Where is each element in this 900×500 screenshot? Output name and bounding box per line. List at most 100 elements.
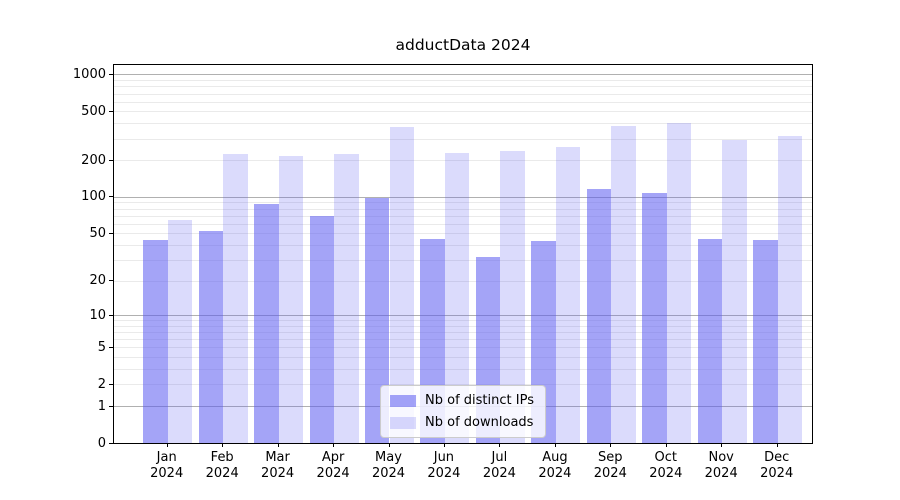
- bar-ips-oct-2024: [642, 192, 667, 443]
- minor-gridline-5: [114, 347, 812, 349]
- minor-gridline-4: [114, 357, 812, 359]
- bar-ips-mar-2024: [254, 204, 279, 443]
- minor-gridline-70: [114, 215, 812, 217]
- y-tick-label-100: 100: [81, 189, 106, 205]
- minor-gridline-300: [114, 138, 812, 140]
- bar-ips-nov-2024: [697, 238, 723, 443]
- y-tick-5: [109, 346, 113, 348]
- x-tick-11: [721, 443, 723, 447]
- y-tick-0: [109, 442, 113, 444]
- x-tick-8: [554, 443, 556, 447]
- x-tick-7: [499, 443, 501, 447]
- x-tick-label-1: Jan 2024: [150, 450, 184, 481]
- x-tick-5: [388, 443, 390, 447]
- bar-ips-sep-2024: [586, 189, 612, 443]
- minor-gridline-800: [114, 86, 812, 88]
- bar-downloads-nov-2024: [722, 139, 747, 443]
- x-tick-3: [277, 443, 279, 447]
- y-tick-500: [109, 110, 113, 112]
- minor-gridline-500: [114, 111, 812, 113]
- legend: Nb of distinct IPs Nb of downloads: [380, 385, 546, 438]
- y-tick-label-5: 5: [97, 339, 106, 355]
- minor-gridline-90: [114, 202, 812, 204]
- minor-gridline-400: [114, 123, 812, 125]
- y-tick-50: [109, 232, 113, 234]
- bar-downloads-sep-2024: [611, 126, 636, 443]
- x-tick-label-4: Apr 2024: [316, 450, 350, 481]
- bar-downloads-feb-2024: [223, 153, 248, 443]
- legend-label-downloads: Nb of downloads: [425, 415, 534, 430]
- y-tick-200: [109, 159, 113, 161]
- x-tick-10: [665, 443, 667, 447]
- chart-title: adductData 2024: [395, 36, 531, 54]
- minor-gridline-30: [114, 259, 812, 261]
- x-tick-label-12: Dec 2024: [760, 450, 794, 481]
- y-tick-label-10: 10: [89, 307, 106, 323]
- y-tick-20: [109, 280, 113, 282]
- minor-gridline-80: [114, 208, 812, 210]
- major-gridline-100: [114, 196, 812, 198]
- bar-ips-dec-2024: [753, 239, 778, 443]
- minor-gridline-3: [114, 369, 812, 370]
- y-tick-10: [109, 314, 113, 316]
- y-tick-label-0: 0: [97, 435, 106, 451]
- minor-gridline-2: [114, 384, 812, 386]
- y-tick-1000: [109, 73, 113, 75]
- x-tick-6: [443, 443, 445, 447]
- legend-item-downloads: Nb of downloads: [390, 415, 534, 430]
- y-tick-100: [109, 196, 113, 198]
- minor-gridline-9: [114, 320, 812, 322]
- minor-gridline-600: [114, 101, 812, 103]
- x-tick-label-8: Aug 2024: [538, 450, 572, 481]
- legend-swatch-downloads: [390, 416, 417, 429]
- x-tick-label-2: Feb 2024: [205, 450, 239, 481]
- x-tick-label-5: May 2024: [371, 450, 406, 481]
- bar-downloads-aug-2024: [555, 146, 581, 443]
- bar-downloads-mar-2024: [278, 155, 304, 443]
- minor-gridline-60: [114, 223, 812, 225]
- x-tick-9: [610, 443, 612, 447]
- minor-gridline-8: [114, 325, 812, 327]
- legend-label-ips: Nb of distinct IPs: [425, 393, 534, 408]
- major-gridline-10: [114, 315, 812, 317]
- bar-ips-apr-2024: [309, 215, 335, 443]
- minor-gridline-900: [114, 80, 812, 82]
- y-tick-label-200: 200: [81, 152, 106, 168]
- y-tick-label-20: 20: [89, 273, 106, 289]
- bar-ips-feb-2024: [198, 231, 224, 443]
- minor-gridline-40: [114, 244, 812, 246]
- y-tick-label-2: 2: [97, 376, 106, 392]
- y-tick-label-1000: 1000: [72, 66, 106, 82]
- y-tick-2: [109, 383, 113, 385]
- x-tick-label-9: Sep 2024: [593, 450, 627, 481]
- major-gridline-1000: [114, 74, 812, 76]
- minor-gridline-7: [114, 332, 812, 334]
- x-tick-label-10: Oct 2024: [649, 450, 683, 481]
- x-tick-label-11: Nov 2024: [704, 450, 738, 481]
- x-tick-label-6: Jun 2024: [427, 450, 461, 481]
- minor-gridline-200: [114, 160, 812, 162]
- y-tick-label-50: 50: [89, 225, 106, 241]
- bar-downloads-apr-2024: [334, 153, 359, 443]
- y-tick-label-500: 500: [81, 103, 106, 119]
- bar-downloads-oct-2024: [666, 123, 692, 443]
- plot-area: Nb of distinct IPs Nb of downloads 0 1 2 5 1…: [73, 64, 813, 481]
- minor-gridline-20: [114, 280, 812, 282]
- x-tick-12: [776, 443, 778, 447]
- bar-downloads-dec-2024: [777, 135, 803, 443]
- x-tick-2: [222, 443, 224, 447]
- bar-downloads-jan-2024: [167, 220, 193, 443]
- y-tick-label-1: 1: [97, 398, 106, 414]
- legend-swatch-ips: [390, 394, 417, 407]
- minor-gridline-50: [114, 233, 812, 235]
- x-tick-label-7: Jul 2024: [482, 450, 516, 481]
- minor-gridline-700: [114, 93, 812, 95]
- legend-item-distinct-ips: Nb of distinct IPs: [390, 393, 534, 408]
- bar-ips-jan-2024: [143, 239, 168, 443]
- y-tick-1: [109, 405, 113, 407]
- x-tick-4: [333, 443, 335, 447]
- minor-gridline-6: [114, 339, 812, 341]
- x-tick-1: [166, 443, 168, 447]
- x-tick-label-3: Mar 2024: [261, 450, 295, 481]
